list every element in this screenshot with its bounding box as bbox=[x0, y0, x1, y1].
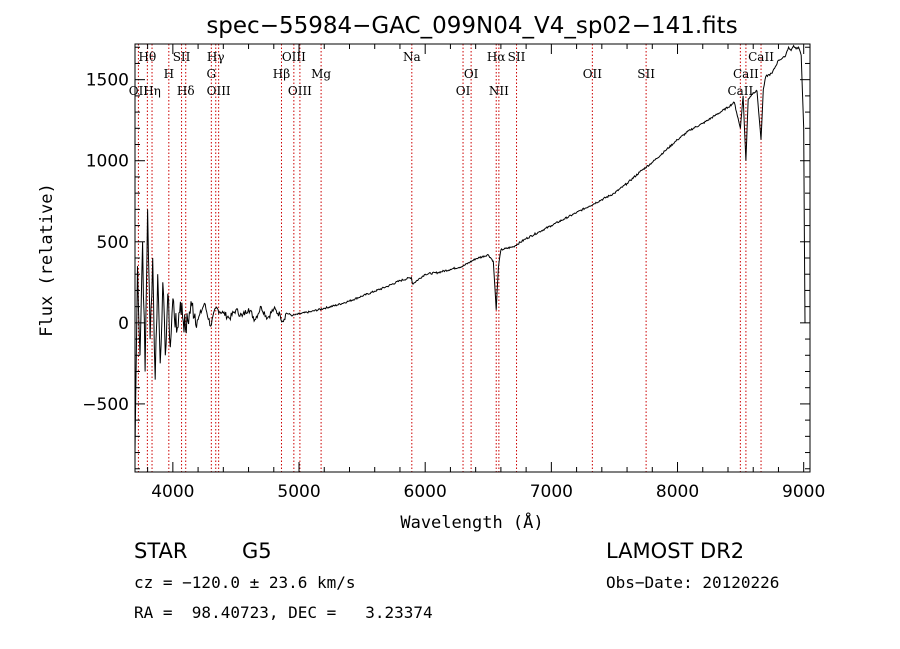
line-label: OIII bbox=[282, 50, 306, 64]
line-label: NII bbox=[489, 84, 509, 98]
object-class: STAR bbox=[134, 539, 188, 563]
line-label: Hθ bbox=[139, 50, 157, 64]
ra-dec-coordinates: RA = 98.40723, DEC = 3.23374 bbox=[134, 603, 433, 622]
y-tick-label: 0 bbox=[118, 314, 129, 334]
y-axis-label: Flux (relative) bbox=[37, 183, 57, 337]
line-label: OII bbox=[583, 67, 603, 81]
line-label: OIII bbox=[207, 84, 231, 98]
x-tick-label: 6000 bbox=[404, 482, 447, 502]
survey-name: LAMOST DR2 bbox=[606, 539, 745, 563]
object-subclass: G5 bbox=[242, 539, 272, 563]
redshift-velocity: cz = −120.0 ± 23.6 km/s bbox=[134, 573, 356, 592]
line-label: CaII bbox=[733, 67, 759, 81]
y-tick-label: −500 bbox=[82, 395, 129, 415]
line-label: SII bbox=[173, 50, 191, 64]
x-tick-label: 5000 bbox=[277, 482, 320, 502]
line-label: H bbox=[164, 67, 174, 81]
line-label: Hβ bbox=[273, 67, 290, 81]
y-tick-label: 1000 bbox=[86, 152, 129, 172]
chart-title: spec−55984−GAC_099N04_V4_sp02−141.fits bbox=[206, 13, 737, 39]
spectral-line-markers bbox=[137, 44, 762, 472]
line-label: CaII bbox=[727, 84, 753, 98]
line-label: G bbox=[207, 67, 217, 81]
x-axis-ticks: 4000 5000 6000 7000 8000 9000 bbox=[147, 44, 825, 502]
line-label: Hη bbox=[143, 84, 161, 98]
plot-frame bbox=[134, 43, 811, 473]
line-label: Hα bbox=[487, 50, 506, 64]
observation-date: Obs−Date: 20120226 bbox=[606, 573, 780, 592]
x-tick-label: 4000 bbox=[151, 482, 194, 502]
line-label: Hδ bbox=[177, 84, 195, 98]
line-label: Hγ bbox=[207, 50, 225, 64]
y-axis-ticks: −500 0 500 1000 1500 bbox=[82, 46, 810, 470]
line-label: SII bbox=[637, 67, 655, 81]
line-label: Mg bbox=[311, 67, 331, 81]
x-tick-label: 8000 bbox=[656, 482, 699, 502]
spectrum-line bbox=[134, 44, 806, 453]
line-label: OIII bbox=[288, 84, 312, 98]
x-tick-label: 7000 bbox=[530, 482, 573, 502]
line-label: Na bbox=[403, 50, 421, 64]
y-tick-label: 1500 bbox=[86, 71, 129, 91]
x-tick-label: 9000 bbox=[782, 482, 825, 502]
y-tick-label: 500 bbox=[97, 233, 129, 253]
line-label: OI bbox=[464, 67, 479, 81]
spectral-line-labels: HθOIIHηSIIHHδHγGOIIIOIIIHβOIIIMgNaOIOIHα… bbox=[129, 50, 774, 98]
x-axis-label: Wavelength (Å) bbox=[400, 511, 543, 533]
line-label: CaII bbox=[748, 50, 774, 64]
line-label: SII bbox=[508, 50, 526, 64]
line-label: OI bbox=[456, 84, 471, 98]
line-label: OII bbox=[129, 84, 149, 98]
